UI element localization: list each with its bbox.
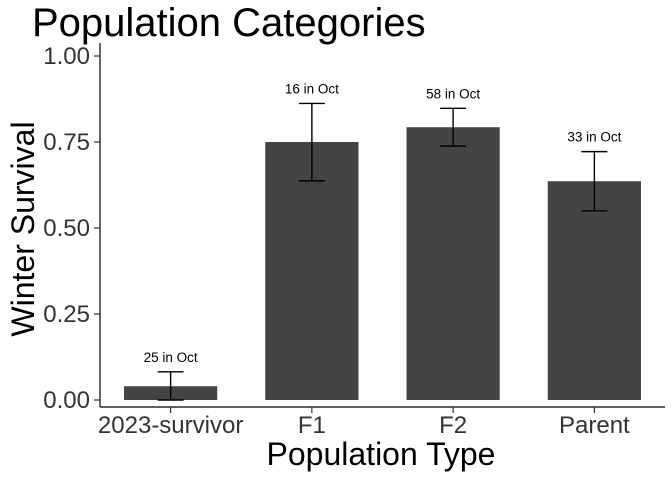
x-tick-label-2: F2 [439, 412, 467, 439]
bar-labels-group: 25 in Oct 16 in Oct 58 in Oct 33 in Oct [144, 81, 622, 364]
y-tick-label-3: 0.75 [43, 129, 90, 156]
error-bar-2 [440, 107, 467, 147]
bars-group [124, 127, 641, 400]
bar-label-2: 58 in Oct [426, 86, 480, 101]
bar-1 [265, 142, 359, 400]
x-tick-label-1: F1 [298, 412, 326, 439]
y-tick-label-1: 0.25 [43, 301, 90, 328]
y-tick-label-0: 0.00 [43, 387, 90, 414]
y-tick-label-4: 1.00 [43, 43, 90, 70]
bar-label-3: 33 in Oct [567, 130, 621, 145]
y-ticks-group: 0.00 0.25 0.50 0.75 1.00 [43, 43, 100, 414]
x-tick-label-3: Parent [559, 412, 630, 439]
error-bar-3 [581, 150, 608, 212]
bar-2 [406, 127, 500, 400]
y-tick-label-2: 0.50 [43, 215, 90, 242]
error-bar-0 [157, 371, 184, 401]
y-axis-title: Winter Survival [5, 121, 41, 336]
error-bars-group [157, 102, 608, 401]
x-axis-title: Population Type [267, 436, 496, 472]
chart-title: Population Categories [32, 1, 426, 45]
bar-label-0: 25 in Oct [144, 350, 198, 365]
x-ticks-group: 2023-survivor F1 F2 Parent [98, 407, 630, 439]
x-tick-label-0: 2023-survivor [98, 412, 243, 439]
error-bar-1 [298, 102, 325, 182]
bar-3 [547, 181, 641, 400]
bar-label-1: 16 in Oct [285, 81, 339, 96]
